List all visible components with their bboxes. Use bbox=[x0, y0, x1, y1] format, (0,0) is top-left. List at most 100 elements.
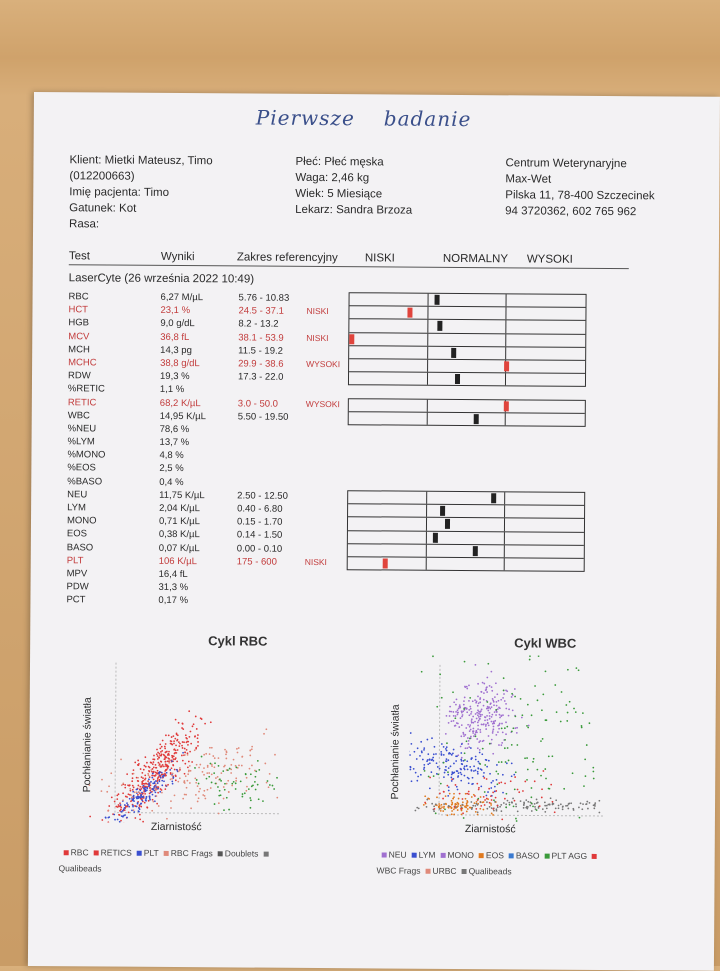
scatter-point bbox=[557, 807, 560, 810]
scatter-point bbox=[434, 803, 437, 806]
scatter-point bbox=[196, 785, 199, 788]
scatter-point bbox=[159, 747, 162, 750]
scatter-point bbox=[166, 817, 168, 820]
scatter-point bbox=[492, 808, 495, 810]
scatter-point bbox=[565, 704, 568, 706]
scatter-point bbox=[124, 783, 127, 786]
scatter-point bbox=[108, 805, 111, 807]
scatter-point bbox=[584, 775, 587, 778]
scatter-point bbox=[210, 773, 213, 776]
scatter-point bbox=[450, 776, 453, 779]
scatter-point bbox=[484, 764, 487, 766]
scatter-point bbox=[468, 737, 471, 740]
scatter-point bbox=[451, 803, 454, 805]
scatter-point bbox=[504, 761, 507, 763]
scatter-point bbox=[488, 706, 491, 708]
scatter-point bbox=[241, 795, 244, 798]
sex: Płeć: Płeć męska bbox=[295, 155, 384, 169]
scatter-point bbox=[463, 660, 466, 663]
scatter-point bbox=[156, 782, 159, 784]
scatter-point bbox=[163, 745, 166, 748]
scatter-point bbox=[180, 754, 183, 757]
scatter-point bbox=[455, 785, 458, 788]
scatter-point bbox=[454, 802, 457, 805]
scatter-point bbox=[100, 790, 103, 792]
scatter-point bbox=[120, 819, 122, 822]
scatter-point bbox=[486, 719, 489, 721]
scatter-point bbox=[445, 746, 448, 749]
scatter-point bbox=[410, 780, 413, 783]
scatter-point bbox=[156, 755, 159, 757]
test-name: WBC bbox=[67, 409, 90, 422]
scatter-point bbox=[166, 767, 169, 769]
scatter-point bbox=[469, 707, 472, 710]
scatter-point bbox=[488, 805, 491, 808]
test-value: 106 K/µL bbox=[158, 555, 197, 567]
scatter-point bbox=[498, 722, 501, 725]
scatter-point bbox=[171, 743, 174, 746]
scatter-point bbox=[171, 780, 174, 783]
scatter-point bbox=[450, 807, 453, 810]
test-name: MPV bbox=[66, 568, 88, 580]
scatter-point bbox=[202, 794, 205, 796]
legend-label: Qualibeads bbox=[58, 863, 102, 874]
scatter-point bbox=[158, 756, 160, 759]
legend-swatch bbox=[263, 851, 269, 857]
scatter-point bbox=[409, 765, 412, 768]
scatter-point bbox=[507, 759, 510, 762]
legend-swatch bbox=[478, 853, 484, 859]
scatter-point bbox=[225, 750, 228, 753]
scatter-point bbox=[561, 806, 564, 808]
test-range: 2.50 - 12.50 bbox=[237, 490, 288, 502]
test-value: 13,7 % bbox=[159, 436, 190, 449]
scatter-point bbox=[254, 788, 257, 791]
scatter-point bbox=[540, 796, 543, 799]
scatter-point bbox=[507, 714, 510, 717]
test-name: MCHC bbox=[68, 357, 97, 369]
test-range: 5.50 - 19.50 bbox=[237, 411, 289, 423]
scatter-point bbox=[187, 743, 189, 746]
scatter-point bbox=[451, 778, 454, 781]
test-flag: WYSOKI bbox=[306, 358, 341, 370]
scatter-point bbox=[541, 737, 544, 740]
scatter-point bbox=[265, 781, 268, 784]
scatter-point bbox=[585, 744, 588, 746]
scatter-point bbox=[172, 758, 175, 760]
scatter-point bbox=[473, 765, 476, 768]
legend-item: Qualibeads bbox=[457, 866, 512, 876]
scatter-point bbox=[478, 749, 481, 751]
scatter-point bbox=[455, 703, 457, 706]
scatter-point bbox=[453, 762, 455, 765]
scatter-point bbox=[203, 795, 206, 797]
scatter-point bbox=[227, 779, 230, 782]
scatter-point bbox=[543, 801, 546, 804]
legend-label: RBC Frags bbox=[170, 847, 213, 859]
scatter-point bbox=[209, 787, 212, 789]
scatter-point bbox=[470, 718, 473, 721]
scatter-point bbox=[132, 786, 135, 789]
scatter-point bbox=[432, 775, 435, 778]
scatter-point bbox=[162, 753, 165, 756]
scatter-point bbox=[172, 755, 175, 758]
scatter-point bbox=[459, 717, 462, 720]
scatter-point bbox=[476, 721, 479, 724]
scatter-point bbox=[128, 797, 131, 800]
scatter-point bbox=[530, 787, 533, 789]
scatter-point bbox=[88, 784, 91, 787]
scatter-point bbox=[210, 746, 213, 749]
scatter-point bbox=[532, 757, 535, 760]
scatter-point bbox=[463, 708, 466, 710]
scatter-point bbox=[158, 780, 161, 783]
scatter-point bbox=[538, 805, 541, 808]
scatter-point bbox=[460, 773, 463, 776]
scatter-point bbox=[544, 670, 547, 673]
scatter-point bbox=[486, 765, 489, 768]
legend-swatch bbox=[217, 851, 223, 857]
scatter-point bbox=[466, 747, 469, 750]
scatter-point bbox=[184, 751, 186, 754]
test-range: 11.5 - 19.2 bbox=[238, 345, 283, 357]
scatter-point bbox=[536, 768, 539, 771]
scatter-point bbox=[461, 801, 464, 804]
legend-swatch bbox=[411, 852, 417, 858]
legend-swatch bbox=[381, 852, 387, 858]
